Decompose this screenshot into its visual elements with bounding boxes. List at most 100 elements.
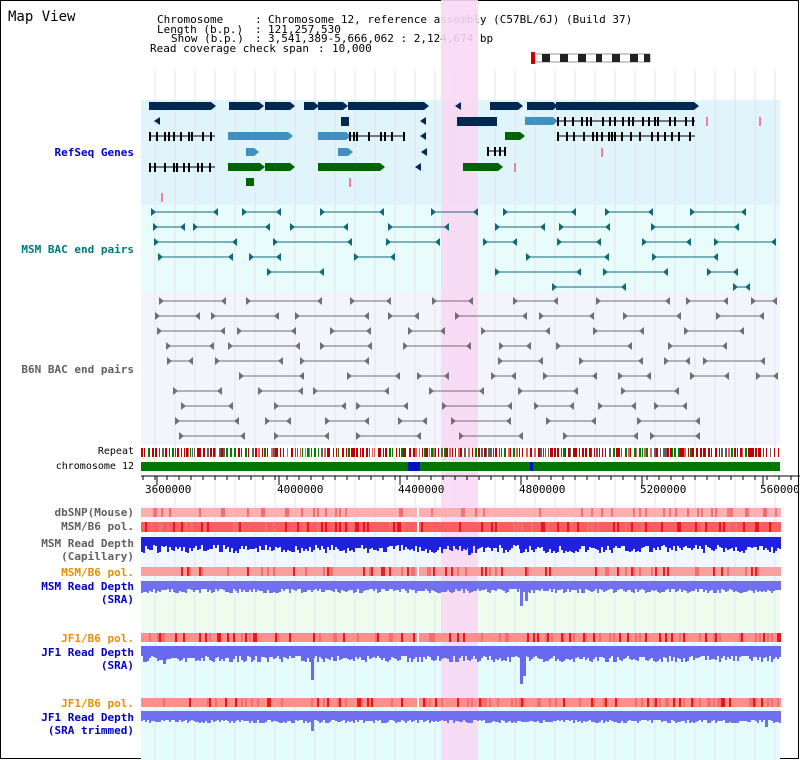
pol-heat-cell xyxy=(231,522,233,532)
pol-heat-cell xyxy=(219,508,221,517)
read-depth-bar xyxy=(397,581,399,590)
pol-heat-cell xyxy=(315,698,317,707)
repeat-element xyxy=(221,448,223,457)
read-depth-bar xyxy=(681,646,683,662)
exon-tick xyxy=(583,132,585,141)
exon-tick xyxy=(176,163,178,172)
bac-end-marker xyxy=(459,432,464,440)
read-depth-bar xyxy=(455,581,457,589)
jf1-depth-sra-label: JF1 Read Depth (SRA) xyxy=(41,646,134,672)
read-depth-bar xyxy=(577,581,579,593)
read-depth-bar xyxy=(541,537,543,547)
repeat-element xyxy=(703,448,705,457)
bac-end-marker xyxy=(278,357,283,365)
repeat-element xyxy=(575,448,577,457)
pol-heat-cell xyxy=(453,633,455,642)
read-depth-bar xyxy=(235,581,237,591)
pol-heat-cell xyxy=(445,633,447,642)
pol-heat-cell xyxy=(665,633,667,642)
read-depth-bar xyxy=(203,711,205,723)
pol-heat-cell xyxy=(365,698,367,707)
bac-end-marker xyxy=(576,268,581,276)
pol-heat-cell xyxy=(655,633,657,642)
pol-heat-cell xyxy=(441,522,443,532)
pol-heat-cell xyxy=(669,522,671,532)
pol-heat-cell xyxy=(323,633,325,642)
read-depth-bar xyxy=(397,537,399,545)
read-depth-bar xyxy=(563,581,565,593)
pol-heat-cell xyxy=(439,698,441,707)
read-depth-bar xyxy=(383,646,385,658)
read-depth-bar xyxy=(317,646,319,662)
pol-heat-cell xyxy=(369,633,371,642)
pol-heat-cell xyxy=(467,522,469,532)
pol-heat-cell xyxy=(239,698,241,707)
read-depth-bar xyxy=(343,711,345,720)
pol-heat-cell xyxy=(487,522,489,532)
read-depth-bar xyxy=(151,581,153,592)
pol-heat-cell xyxy=(585,567,587,576)
pol-heat-cell xyxy=(747,522,749,532)
read-depth-bar xyxy=(729,581,731,589)
pol-heat-cell xyxy=(331,567,333,576)
read-depth-bar xyxy=(557,711,559,720)
pol-heat-cell xyxy=(175,508,177,517)
read-depth-bar xyxy=(497,581,499,589)
read-depth-bar xyxy=(723,537,725,552)
pol-heat-cell xyxy=(471,633,473,642)
pol-heat-cell xyxy=(393,698,395,707)
bac-end-marker xyxy=(317,297,322,305)
pol-heat-cell xyxy=(463,567,465,576)
pol-heat-cell xyxy=(163,633,165,642)
pol-heat-cell xyxy=(703,633,705,642)
pol-heat-cell xyxy=(455,633,457,642)
read-depth-bar xyxy=(337,537,339,549)
bac-end-marker xyxy=(623,312,628,320)
repeat-element xyxy=(199,448,201,457)
pol-heat-cell xyxy=(551,508,553,517)
bac-end-marker xyxy=(291,327,296,335)
pol-heat-cell xyxy=(493,567,495,576)
pol-heat-cell xyxy=(171,698,173,707)
pol-heat-cell xyxy=(229,508,231,517)
bac-end-marker xyxy=(386,297,391,305)
bac-end-marker xyxy=(538,357,543,365)
pol-heat-cell xyxy=(571,698,573,707)
read-depth-bar xyxy=(233,537,235,553)
read-depth-bar xyxy=(651,537,653,552)
read-depth-bar xyxy=(553,711,555,721)
pol-heat-cell xyxy=(363,633,365,642)
read-depth-bar xyxy=(541,646,543,659)
repeat-element xyxy=(609,448,611,457)
read-depth-bar xyxy=(583,581,585,593)
pol-heat-cell xyxy=(217,633,219,642)
pol-heat-cell xyxy=(691,698,693,707)
bac-end-marker xyxy=(513,297,518,305)
pol-heat-cell xyxy=(541,567,543,576)
pol-heat-cell xyxy=(759,633,761,642)
pol-heat-cell xyxy=(309,508,311,517)
pol-heat-cell xyxy=(415,633,417,642)
pol-heat-cell xyxy=(189,567,191,576)
pol-heat-cell xyxy=(363,508,365,517)
read-depth-bar xyxy=(251,711,253,721)
pol-heat-cell xyxy=(607,633,609,642)
read-depth-bar xyxy=(517,581,519,592)
pol-heat-cell xyxy=(155,522,157,532)
read-depth-bar xyxy=(461,581,463,589)
read-depth-bar xyxy=(749,581,751,590)
axis-tick-label: 4400000 xyxy=(398,483,445,496)
pol-heat-cell xyxy=(371,508,373,517)
pol-heat-cell xyxy=(649,522,651,532)
bac-end-marker xyxy=(621,283,626,291)
repeat-element xyxy=(721,448,723,457)
read-depth-bar xyxy=(381,646,383,660)
read-depth-bar xyxy=(669,646,671,656)
pol-heat-cell xyxy=(493,698,495,707)
pol-heat-cell xyxy=(437,522,439,532)
pol-heat-cell xyxy=(613,698,615,707)
gene-strand-arrow xyxy=(421,148,427,156)
pol-heat-cell xyxy=(343,698,345,707)
repeat-element xyxy=(271,448,273,457)
